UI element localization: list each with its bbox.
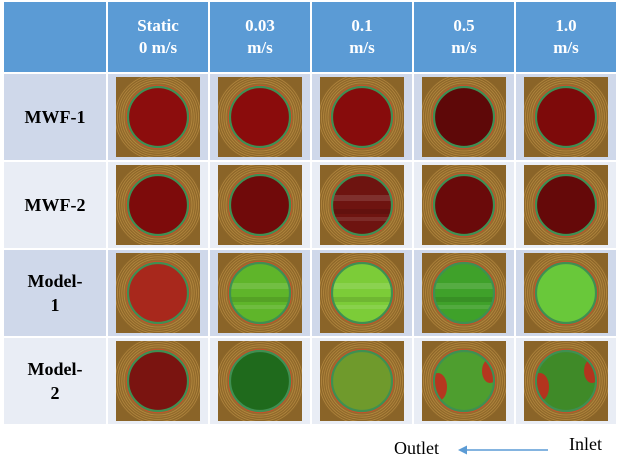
header-corner [4, 2, 106, 72]
sample-micrograph [422, 341, 506, 421]
sample-cell [312, 74, 412, 160]
sample-cell [414, 162, 514, 248]
sample-micrograph [524, 341, 608, 421]
sample-image [116, 341, 200, 421]
sample-micrograph [524, 165, 608, 245]
sample-micrograph [320, 341, 404, 421]
flow-direction: Outlet Inlet [394, 434, 614, 462]
row-label: Model- 1 [4, 250, 106, 336]
header-line1: Static [137, 16, 179, 35]
row-label: MWF-2 [4, 162, 106, 248]
sample-micrograph [116, 253, 200, 333]
sample-image [116, 253, 200, 333]
sample-micrograph [422, 165, 506, 245]
sample-image [116, 77, 200, 157]
row-label-line1: MWF-1 [24, 107, 86, 127]
sample-cell [312, 162, 412, 248]
header-0-1: 0.1 m/s [312, 2, 412, 72]
sample-micrograph [524, 77, 608, 157]
row-model-1: Model- 1 [4, 250, 616, 336]
sample-image [320, 253, 404, 333]
sample-image [218, 165, 302, 245]
flow-arrow-icon [458, 445, 548, 455]
sample-cell [516, 338, 616, 424]
sample-cell [414, 338, 514, 424]
sample-micrograph [320, 77, 404, 157]
sample-micrograph [524, 253, 608, 333]
outlet-label: Outlet [394, 438, 439, 458]
header-line2: m/s [553, 38, 579, 57]
header-line2: m/s [247, 38, 273, 57]
sample-cell [108, 74, 208, 160]
sample-micrograph [116, 77, 200, 157]
sample-cell [108, 250, 208, 336]
sample-image [218, 341, 302, 421]
header-line2: 0 m/s [138, 38, 178, 57]
header-line2: m/s [451, 38, 477, 57]
header-0-5: 0.5 m/s [414, 2, 514, 72]
sample-cell [108, 162, 208, 248]
inlet-label: Inlet [569, 434, 602, 454]
sample-image [218, 77, 302, 157]
row-label-line1: MWF-2 [24, 195, 86, 215]
sample-cell [516, 250, 616, 336]
header-line1: 0.5 [453, 16, 475, 35]
sample-cell [414, 250, 514, 336]
row-label-line1: Model- [27, 271, 83, 291]
sample-image [524, 77, 608, 157]
sample-cell [210, 162, 310, 248]
sample-image [116, 165, 200, 245]
sample-micrograph [218, 341, 302, 421]
header-static: Static 0 m/s [108, 2, 208, 72]
sample-micrograph [116, 341, 200, 421]
sample-micrograph [422, 77, 506, 157]
sample-micrograph [320, 165, 404, 245]
sample-cell [312, 338, 412, 424]
sample-cell [312, 250, 412, 336]
sample-cell [108, 338, 208, 424]
row-label-line1: Model- [27, 359, 83, 379]
header-row: Static 0 m/s 0.03 m/s 0.1 m/s 0.5 m/s 1.0 m/s [4, 2, 616, 72]
sample-cell [210, 74, 310, 160]
header-line1: 0.03 [245, 16, 275, 35]
sample-image [422, 165, 506, 245]
sample-image [422, 253, 506, 333]
sample-cell [516, 162, 616, 248]
sample-micrograph [218, 165, 302, 245]
sample-cell [210, 250, 310, 336]
results-table: Static 0 m/s 0.03 m/s 0.1 m/s 0.5 m/s 1.0 m/s… [2, 0, 618, 426]
row-label: MWF-1 [4, 74, 106, 160]
row-model-2: Model- 2 [4, 338, 616, 424]
header-line1: 1.0 [555, 16, 577, 35]
sample-image [320, 341, 404, 421]
sample-image [218, 253, 302, 333]
sample-cell [516, 74, 616, 160]
header-line1: 0.1 [351, 16, 373, 35]
sample-micrograph [218, 253, 302, 333]
sample-micrograph [116, 165, 200, 245]
sample-micrograph [218, 77, 302, 157]
sample-image [422, 77, 506, 157]
sample-image [320, 77, 404, 157]
sample-image [422, 341, 506, 421]
sample-cell [210, 338, 310, 424]
row-label: Model- 2 [4, 338, 106, 424]
sample-image [524, 341, 608, 421]
sample-image [320, 165, 404, 245]
row-mwf-2: MWF-2 [4, 162, 616, 248]
sample-micrograph [422, 253, 506, 333]
row-mwf-1: MWF-1 [4, 74, 616, 160]
row-label-line2: 2 [50, 383, 60, 403]
sample-image [524, 165, 608, 245]
header-line2: m/s [349, 38, 375, 57]
header-0-03: 0.03 m/s [210, 2, 310, 72]
sample-micrograph [320, 253, 404, 333]
row-label-line2: 1 [50, 295, 60, 315]
sample-image [524, 253, 608, 333]
header-1-0: 1.0 m/s [516, 2, 616, 72]
sample-cell [414, 74, 514, 160]
